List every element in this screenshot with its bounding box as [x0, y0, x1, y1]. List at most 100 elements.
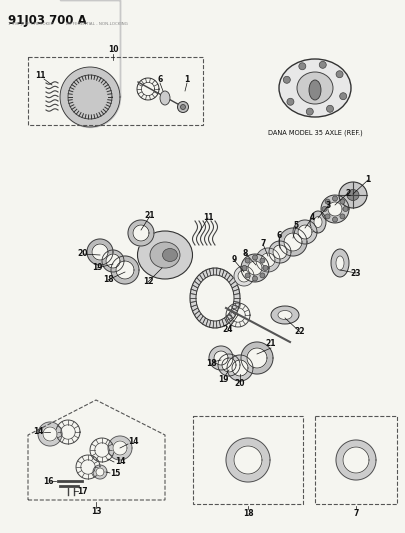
Text: 6: 6 [276, 230, 281, 239]
Circle shape [306, 108, 313, 115]
Circle shape [319, 61, 326, 68]
Polygon shape [241, 342, 273, 374]
Text: 1: 1 [365, 175, 371, 184]
Circle shape [325, 214, 330, 219]
Circle shape [287, 98, 294, 105]
Ellipse shape [339, 182, 367, 208]
Polygon shape [43, 427, 57, 441]
Polygon shape [284, 233, 302, 251]
Text: 5: 5 [294, 222, 298, 230]
Polygon shape [238, 270, 250, 282]
Text: 16: 16 [43, 477, 53, 486]
Ellipse shape [196, 275, 234, 321]
Polygon shape [222, 358, 236, 372]
Circle shape [241, 254, 269, 282]
Text: 14: 14 [33, 427, 43, 437]
Ellipse shape [138, 231, 192, 279]
Text: 3: 3 [325, 201, 330, 211]
Text: 91J03 700 A: 91J03 700 A [8, 14, 87, 27]
Circle shape [326, 106, 333, 112]
Ellipse shape [278, 311, 292, 319]
Ellipse shape [347, 190, 359, 200]
Polygon shape [93, 465, 107, 479]
Text: 20: 20 [235, 379, 245, 389]
Polygon shape [261, 253, 275, 267]
Circle shape [248, 261, 262, 275]
Polygon shape [96, 468, 104, 476]
Text: 1: 1 [184, 75, 190, 84]
Polygon shape [128, 220, 154, 246]
Circle shape [343, 206, 348, 212]
Polygon shape [234, 446, 262, 474]
Text: 8: 8 [242, 248, 248, 257]
Ellipse shape [336, 256, 344, 270]
Polygon shape [234, 266, 254, 286]
Polygon shape [133, 225, 149, 241]
Circle shape [336, 71, 343, 78]
Ellipse shape [162, 248, 177, 262]
Circle shape [177, 101, 188, 112]
Polygon shape [273, 245, 287, 259]
Polygon shape [113, 441, 127, 455]
Polygon shape [38, 422, 62, 446]
Circle shape [340, 214, 345, 219]
Polygon shape [108, 436, 132, 460]
Polygon shape [214, 351, 228, 365]
Bar [28, 57, 203, 125]
Polygon shape [343, 447, 369, 473]
Circle shape [260, 273, 265, 278]
Text: 24: 24 [223, 326, 233, 335]
Polygon shape [218, 354, 240, 376]
Polygon shape [227, 355, 253, 381]
Polygon shape [106, 254, 120, 268]
Text: 19: 19 [218, 376, 228, 384]
Polygon shape [226, 438, 270, 482]
Text: 13: 13 [91, 507, 101, 516]
Text: 7: 7 [353, 508, 359, 518]
Ellipse shape [310, 211, 326, 233]
Bar [193, 416, 303, 504]
Circle shape [321, 195, 349, 223]
Ellipse shape [160, 91, 170, 105]
Text: 23: 23 [351, 269, 361, 278]
Circle shape [181, 104, 185, 109]
Circle shape [252, 276, 258, 281]
Polygon shape [87, 239, 113, 265]
Circle shape [322, 206, 327, 212]
Text: 21: 21 [145, 212, 155, 221]
Circle shape [245, 273, 250, 278]
Circle shape [263, 265, 268, 271]
Circle shape [333, 217, 337, 222]
Circle shape [252, 255, 258, 260]
Text: 4: 4 [309, 214, 315, 222]
Text: 1 992 JEEP CHEROKEE          DIFFERENTIAL - NON-LOCKING: 1 992 JEEP CHEROKEE DIFFERENTIAL - NON-L… [8, 22, 128, 26]
Polygon shape [247, 348, 267, 368]
Text: 9: 9 [231, 255, 237, 264]
Ellipse shape [297, 72, 333, 104]
Polygon shape [298, 225, 312, 239]
Polygon shape [116, 261, 134, 279]
Text: 21: 21 [266, 340, 276, 349]
Text: 18: 18 [103, 276, 113, 285]
Circle shape [333, 196, 337, 201]
Polygon shape [336, 440, 376, 480]
Circle shape [299, 63, 306, 70]
Circle shape [328, 202, 342, 216]
Text: 11: 11 [35, 71, 45, 80]
Ellipse shape [150, 242, 180, 268]
Ellipse shape [190, 268, 240, 328]
Text: 10: 10 [108, 45, 118, 54]
Text: 12: 12 [143, 278, 153, 287]
Ellipse shape [271, 306, 299, 324]
Text: 14: 14 [128, 438, 138, 447]
Text: 11: 11 [203, 214, 213, 222]
Circle shape [260, 258, 265, 263]
Text: DANA MODEL 35 AXLE (REF.): DANA MODEL 35 AXLE (REF.) [268, 130, 362, 136]
Text: 17: 17 [77, 488, 87, 497]
Text: 6: 6 [158, 75, 163, 84]
Polygon shape [269, 241, 291, 263]
Ellipse shape [279, 59, 351, 117]
Circle shape [284, 76, 290, 83]
Text: 22: 22 [295, 327, 305, 336]
Polygon shape [279, 228, 307, 256]
